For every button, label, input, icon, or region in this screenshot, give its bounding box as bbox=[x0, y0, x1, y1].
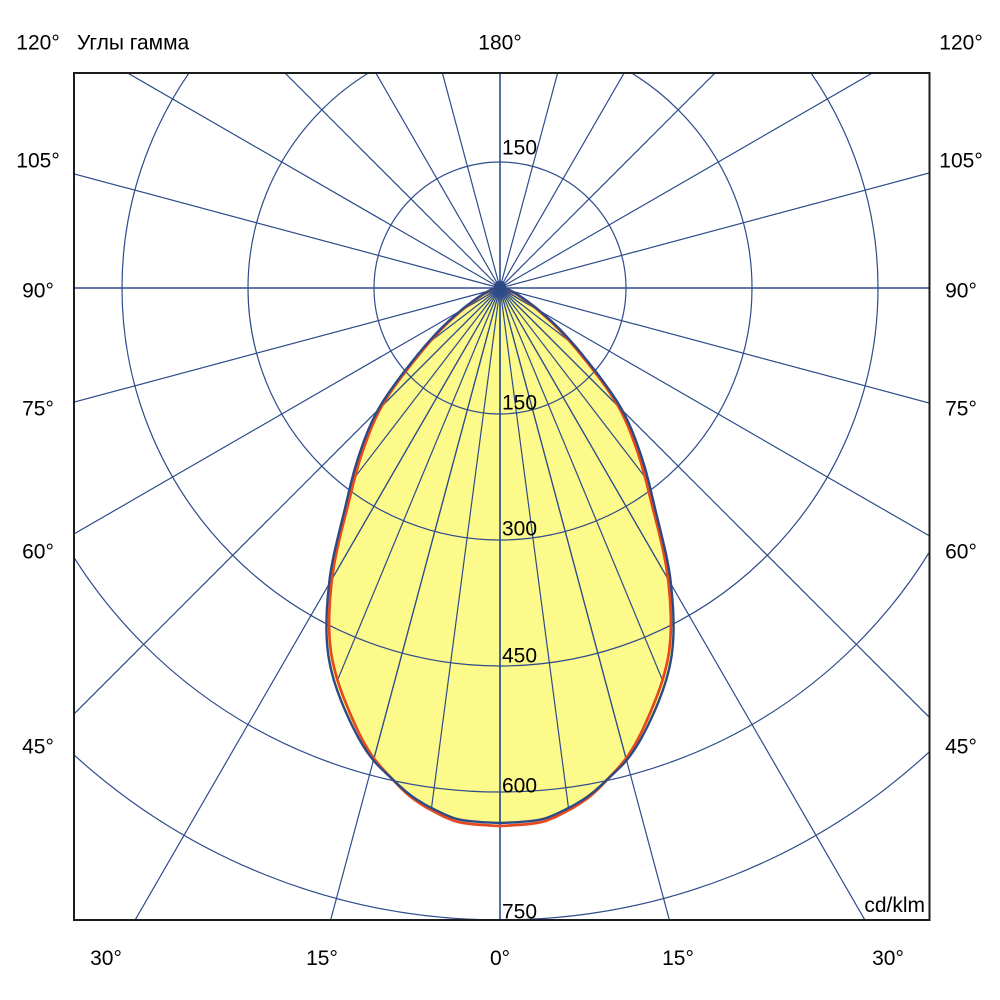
svg-text:600: 600 bbox=[502, 775, 537, 798]
svg-text:75°: 75° bbox=[22, 398, 54, 421]
svg-text:30°: 30° bbox=[90, 947, 122, 970]
svg-text:150: 150 bbox=[502, 392, 537, 415]
svg-text:105°: 105° bbox=[16, 150, 59, 173]
svg-text:30°: 30° bbox=[872, 947, 904, 970]
svg-text:90°: 90° bbox=[945, 280, 977, 303]
svg-text:45°: 45° bbox=[22, 736, 54, 759]
svg-text:60°: 60° bbox=[945, 541, 977, 564]
svg-text:75°: 75° bbox=[945, 398, 977, 421]
svg-text:120°: 120° bbox=[16, 32, 59, 55]
svg-text:15°: 15° bbox=[662, 947, 694, 970]
svg-text:15°: 15° bbox=[306, 947, 338, 970]
svg-text:450: 450 bbox=[502, 645, 537, 668]
svg-text:0°: 0° bbox=[490, 947, 510, 970]
svg-text:60°: 60° bbox=[22, 541, 54, 564]
svg-text:cd/klm: cd/klm bbox=[864, 894, 925, 917]
svg-text:120°: 120° bbox=[939, 32, 982, 55]
svg-text:180°: 180° bbox=[478, 32, 521, 55]
svg-text:105°: 105° bbox=[939, 150, 982, 173]
svg-text:Углы гамма: Углы гамма bbox=[77, 32, 190, 55]
svg-text:150: 150 bbox=[502, 137, 537, 160]
svg-text:90°: 90° bbox=[22, 280, 54, 303]
svg-text:45°: 45° bbox=[945, 736, 977, 759]
svg-text:750: 750 bbox=[502, 901, 537, 924]
svg-text:300: 300 bbox=[502, 518, 537, 541]
